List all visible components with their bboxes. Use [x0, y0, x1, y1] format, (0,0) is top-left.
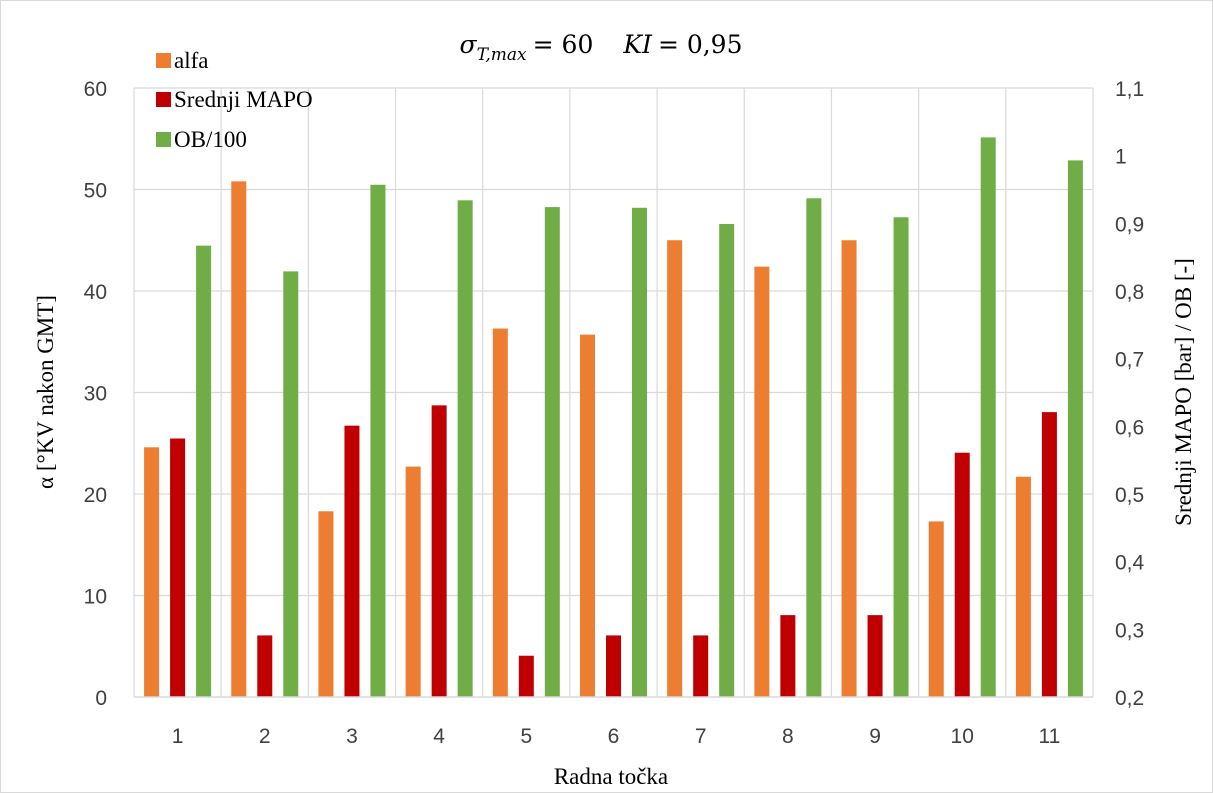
- x-tick-label: 11: [1039, 725, 1061, 748]
- x-axis-title: Radna točka: [554, 764, 668, 789]
- bar-alfa-11: [1015, 476, 1031, 697]
- bar-srednji-mapo-1: [170, 438, 186, 697]
- bar-alfa-8: [754, 266, 770, 697]
- y-right-tick-label: 0,3: [1115, 619, 1144, 642]
- x-tick-label: 8: [782, 725, 794, 748]
- bar-srednji-mapo-8: [780, 615, 796, 697]
- bar-srednji-mapo-5: [518, 655, 534, 697]
- y-axis-left-title: α [°KV nakon GMT]: [33, 295, 58, 489]
- bar-alfa-4: [405, 466, 421, 697]
- x-tick-label: 9: [869, 725, 881, 748]
- bar-ob-100-7: [719, 224, 735, 697]
- y-right-tick-label: 1,1: [1115, 78, 1144, 101]
- legend-label-srednji-mapo: Srednji MAPO: [174, 87, 313, 112]
- bar-srednji-mapo-9: [867, 615, 883, 697]
- bar-ob-100-5: [544, 207, 560, 698]
- legend-swatch-alfa: [156, 53, 171, 68]
- x-tick-label: 2: [259, 725, 271, 748]
- y-axis-right-title: Srednji MAPO [bar] / OB [-]: [1171, 258, 1196, 526]
- bar-srednji-mapo-2: [257, 635, 273, 697]
- chart-title: σT,max = 60 KI = 0,95: [459, 30, 742, 65]
- x-tick-label: 3: [346, 725, 358, 748]
- legend-swatch-srednji-mapo: [156, 92, 171, 107]
- x-tick-label: 10: [951, 725, 974, 748]
- bar-alfa-9: [841, 240, 857, 697]
- bar-ob-100-1: [196, 245, 212, 697]
- bar-srednji-mapo-4: [431, 405, 447, 697]
- bar-ob-100-6: [632, 207, 647, 697]
- bars: [144, 137, 1083, 698]
- bar-alfa-5: [492, 328, 508, 697]
- bar-srednji-mapo-7: [693, 635, 709, 697]
- bar-alfa-3: [318, 511, 334, 697]
- bar-alfa-6: [580, 334, 595, 697]
- y-right-tick-label: 0,5: [1115, 484, 1144, 507]
- y-right-tick-label: 0,4: [1115, 552, 1145, 575]
- bar-srednji-mapo-10: [954, 452, 970, 697]
- bar-ob-100-9: [893, 217, 909, 697]
- bar-srednji-mapo-11: [1041, 412, 1057, 697]
- x-tick-label: 6: [608, 725, 620, 748]
- bar-alfa-2: [231, 181, 247, 697]
- bar-srednji-mapo-6: [606, 635, 621, 697]
- bar-ob-100-11: [1067, 160, 1083, 698]
- y-right-tick-label: 0,7: [1115, 349, 1144, 372]
- x-tick-label: 5: [520, 725, 532, 748]
- y-left-tick-label: 0: [95, 687, 107, 710]
- y-right-tick-label: 0,9: [1115, 213, 1144, 236]
- legend-swatch-ob100: [156, 132, 171, 147]
- legend: alfa Srednji MAPO OB/100: [156, 48, 313, 152]
- y-left-tick-label: 20: [84, 484, 107, 507]
- y-right-tick-label: 0,6: [1115, 416, 1144, 439]
- y-left-tick-label: 40: [84, 281, 107, 304]
- y-left-tick-label: 30: [84, 383, 107, 406]
- title-sigma: σ: [459, 30, 477, 59]
- tick-labels: 0 10 20 30 40 50 60 0,2 0,3 0,4 0,5 0,6 0,7 0,8 0,9 1 1,…: [84, 78, 1145, 748]
- bar-alfa-7: [667, 240, 683, 697]
- gridlines: [133, 87, 1094, 697]
- bar-ob-100-2: [283, 271, 299, 697]
- x-tick-label: 4: [433, 725, 445, 748]
- bar-alfa-10: [928, 521, 944, 697]
- y-right-tick-label: 0,2: [1115, 687, 1144, 710]
- y-left-tick-label: 60: [84, 78, 107, 101]
- bar-ob-100-4: [457, 200, 473, 697]
- bar-ob-100-10: [980, 137, 996, 697]
- bar-ob-100-8: [806, 198, 822, 697]
- y-left-tick-label: 10: [84, 586, 107, 609]
- x-tick-label: 7: [695, 725, 707, 748]
- y-left-tick-label: 50: [84, 180, 107, 203]
- legend-label-ob100: OB/100: [174, 127, 247, 152]
- bar-ob-100-3: [370, 184, 386, 698]
- title-ki-value: = 0,95: [658, 30, 743, 59]
- title-sigma-subscript: T,max: [477, 45, 527, 65]
- bar-srednji-mapo-3: [344, 425, 360, 697]
- legend-label-alfa: alfa: [174, 48, 208, 73]
- y-right-tick-label: 1: [1115, 146, 1127, 169]
- title-sigma-value: = 60: [533, 30, 594, 59]
- x-tick-label: 1: [172, 725, 184, 748]
- bar-alfa-1: [144, 447, 160, 697]
- y-right-tick-label: 0,8: [1115, 281, 1144, 304]
- title-ki: KI: [622, 30, 653, 59]
